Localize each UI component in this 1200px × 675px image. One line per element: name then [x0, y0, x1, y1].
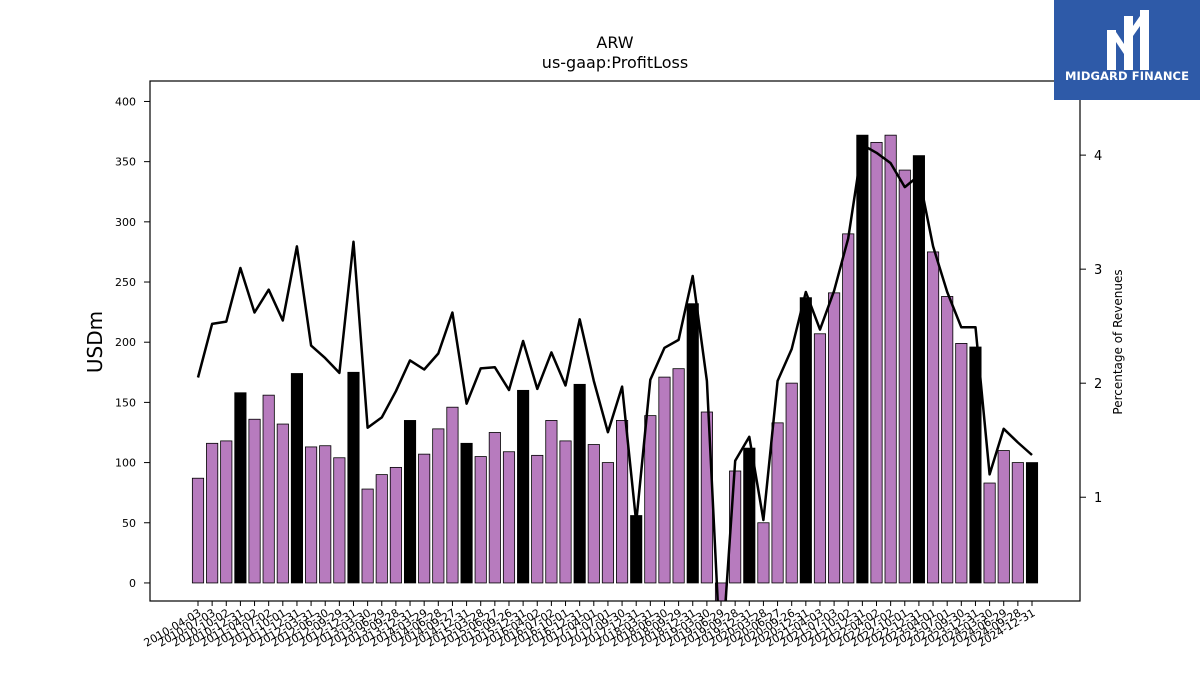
bar-2021-07-03 [828, 292, 841, 584]
bar-2014-09-27 [446, 406, 459, 584]
bar-2022-10-01 [898, 169, 911, 584]
logo-mark-icon [1107, 10, 1149, 70]
bar-2010-10-02 [220, 440, 233, 584]
bar-2015-12-31 [517, 389, 530, 584]
logo-text: MIDGARD FINANCE [1064, 69, 1190, 83]
bar-2023-09-30 [955, 343, 968, 584]
bar-2013-03-30 [361, 488, 374, 584]
bar-2011-12-31 [290, 373, 304, 584]
x-ticks: 2010-04-032010-07-032010-10-022010-12-31… [142, 601, 1038, 650]
bar-2011-10-01 [276, 423, 289, 584]
bar-2019-12-31 [743, 447, 756, 584]
y-tick-label-50: 50 [122, 517, 136, 530]
bar-2014-12-31 [460, 442, 473, 584]
bar-2022-07-02 [884, 134, 897, 584]
bar-2012-03-31 [305, 446, 318, 584]
bar-2012-06-30 [319, 445, 332, 584]
bar-2017-09-30 [616, 420, 629, 584]
bar-2020-12-31 [799, 297, 812, 584]
bar-2018-03-31 [644, 415, 657, 584]
y-tick-label-200: 200 [115, 336, 136, 349]
series-line-pct-revenue [196, 143, 1033, 601]
bar-2021-10-02 [842, 233, 855, 584]
y-ticks: 0 50 100 150 200 250 300 350 400 [115, 95, 150, 590]
bar-2022-12-31 [912, 155, 925, 584]
y-tick-label-350: 350 [115, 156, 136, 169]
chart-subtitle: us-gaap:ProfitLoss [542, 53, 688, 72]
y2-axis-label: Percentage of Revenues [1111, 269, 1125, 414]
bar-2014-03-29 [418, 453, 431, 584]
bar-2015-03-28 [474, 456, 487, 584]
bar-2018-09-29 [672, 368, 685, 584]
bar-2016-12-31 [573, 383, 586, 584]
bar-2011-07-02 [262, 394, 275, 584]
bars-group [191, 134, 1039, 601]
bar-2012-12-31 [347, 371, 360, 584]
y-tick-label-400: 400 [115, 95, 136, 108]
bar-2024-06-29 [997, 450, 1010, 584]
bar-2010-04-03 [191, 477, 205, 584]
bar-2017-12-31 [630, 515, 643, 584]
bar-2011-04-02 [248, 418, 261, 584]
bar-2010-07-03 [206, 442, 219, 584]
bar-2018-06-30 [658, 376, 671, 584]
y-axis-label: USDm [83, 311, 107, 373]
y-tick-label-100: 100 [115, 457, 136, 470]
bar-2020-03-28 [757, 522, 770, 584]
bar-2019-06-29 [714, 582, 728, 601]
y-tick-label-0: 0 [129, 577, 136, 590]
bar-2017-07-01 [601, 462, 614, 584]
bar-2014-06-28 [432, 428, 445, 584]
bar-2022-04-02 [870, 141, 883, 584]
bar-2024-12-31 [1025, 462, 1039, 584]
y-tick-label-150: 150 [115, 396, 136, 409]
y2-tick-label-3: 3 [1094, 263, 1102, 278]
bar-2013-12-31 [403, 420, 417, 584]
bar-2013-09-28 [389, 466, 402, 584]
y-tick-label-300: 300 [115, 216, 136, 229]
bar-2015-06-27 [488, 432, 501, 584]
bar-2016-10-01 [559, 440, 572, 584]
bar-2023-07-01 [941, 296, 954, 584]
chart-title: ARW [596, 33, 633, 52]
brand-logo: MIDGARD FINANCE [1054, 0, 1200, 100]
bar-2017-04-01 [587, 444, 600, 584]
bar-2023-04-01 [926, 251, 940, 584]
bar-2020-06-27 [771, 422, 784, 584]
y-tick-label-250: 250 [115, 276, 136, 289]
bar-2013-06-29 [375, 474, 388, 584]
bar-2021-04-03 [813, 333, 827, 584]
y2-ticks: 1 2 3 4 [1080, 149, 1102, 506]
y2-tick-label-2: 2 [1094, 377, 1102, 392]
plot-frame [149, 80, 1081, 602]
y2-tick-label-1: 1 [1094, 491, 1102, 506]
bar-2021-12-31 [856, 134, 869, 584]
bar-2023-12-31 [969, 346, 982, 584]
bar-2018-12-31 [686, 303, 699, 584]
bar-2012-09-29 [333, 457, 346, 584]
bar-2020-09-26 [785, 382, 798, 584]
bar-2016-04-02 [531, 454, 544, 584]
bar-2024-03-30 [983, 482, 996, 584]
bar-2010-12-31 [234, 392, 247, 584]
bar-2016-07-02 [545, 420, 558, 584]
y2-tick-label-4: 4 [1094, 149, 1102, 164]
bar-2015-09-26 [502, 451, 516, 584]
bar-2024-09-28 [1011, 462, 1024, 584]
line-group [196, 143, 1033, 601]
